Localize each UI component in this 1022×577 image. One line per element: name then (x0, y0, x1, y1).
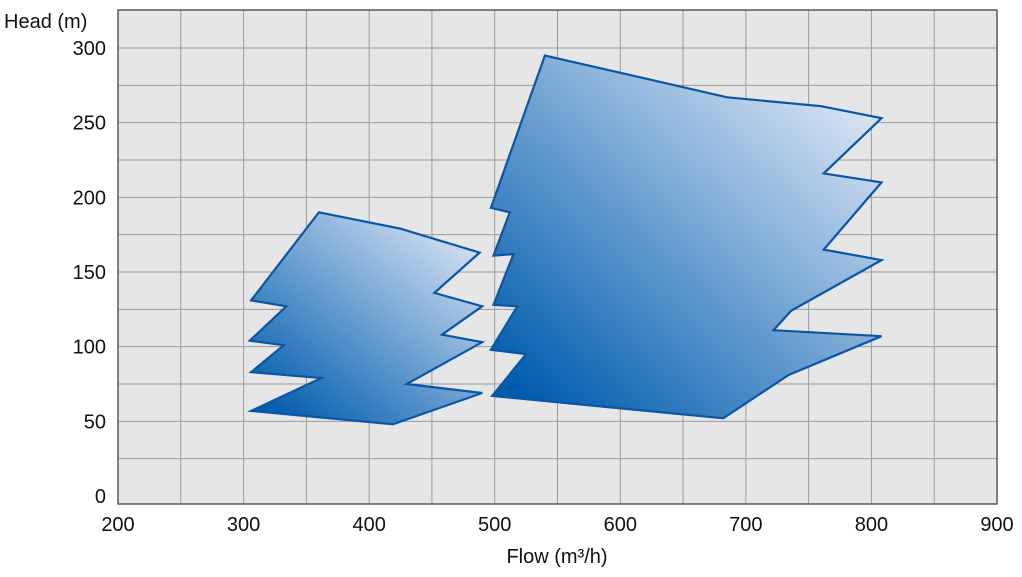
plot-frame (117, 9, 998, 505)
y-tick-label: 250 (73, 113, 106, 135)
y-tick-label: 50 (84, 411, 106, 433)
operating-region-1 (246, 211, 486, 426)
x-axis-ticks: 200 300 400 500 600 700 800 900 (101, 514, 1013, 536)
y-tick-label: 300 (73, 38, 106, 60)
x-tick-label: 300 (227, 514, 260, 536)
regions (246, 54, 885, 426)
y-axis-ticks: 0 50 100 150 200 250 300 (73, 38, 106, 508)
x-tick-label: 800 (855, 514, 888, 536)
y-tick-label: 100 (73, 337, 106, 359)
y-axis-label: Head (m) (4, 11, 87, 33)
x-tick-label: 200 (101, 514, 134, 536)
x-tick-label: 600 (604, 514, 637, 536)
x-axis-label: Flow (m³/h) (506, 546, 607, 568)
y-tick-label: 0 (95, 486, 106, 508)
x-tick-label: 700 (729, 514, 762, 536)
y-tick-label: 200 (73, 187, 106, 209)
operating-region-2 (489, 54, 885, 420)
y-tick-label: 150 (73, 262, 106, 284)
x-tick-label: 900 (980, 514, 1013, 536)
x-tick-label: 400 (352, 514, 385, 536)
x-tick-label: 500 (478, 514, 511, 536)
